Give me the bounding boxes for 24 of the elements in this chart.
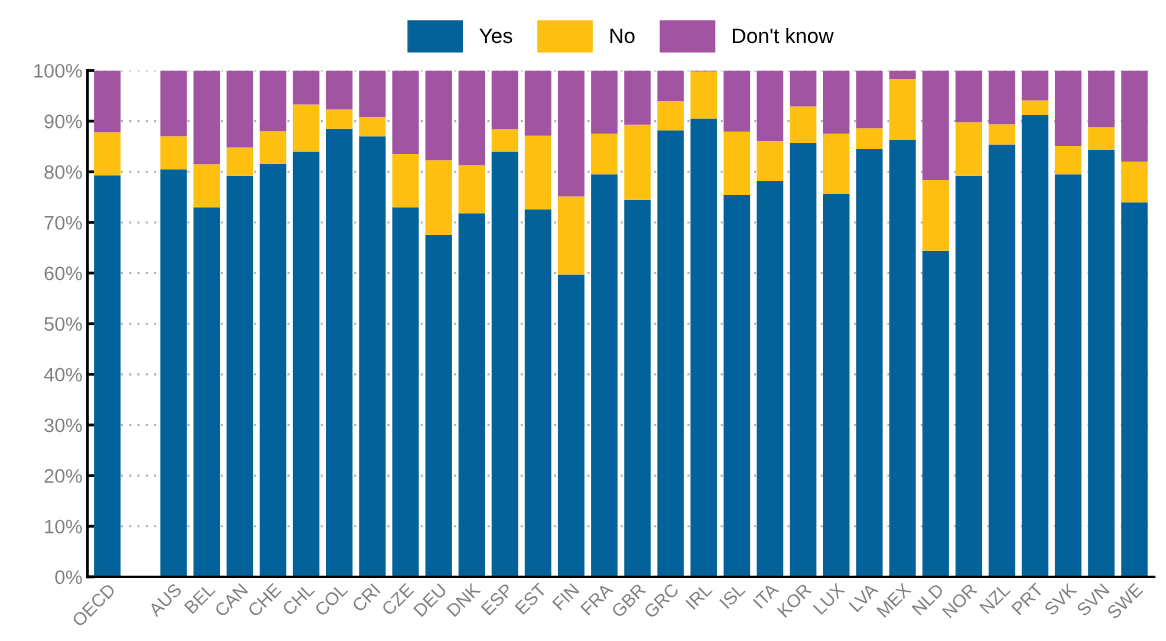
x-tick-label: CHL: [281, 582, 316, 617]
legend-label: Don't know: [732, 27, 834, 44]
y-tick-label: 70%: [44, 215, 82, 230]
y-tick-label: 60%: [44, 266, 82, 281]
x-tick-label: BEL: [184, 582, 216, 615]
y-tick-label: 100%: [34, 63, 82, 78]
y-tick-label: 10%: [45, 519, 82, 534]
y-tick-label: 90%: [44, 114, 82, 129]
y-tick-label: 0%: [55, 570, 82, 585]
y-tick-label: 40%: [44, 367, 82, 382]
x-tick-label: NZL: [979, 582, 1011, 615]
legend-label: No: [610, 28, 635, 44]
x-tick-label: ITA: [752, 582, 780, 609]
x-tick-label: ISL: [719, 582, 746, 610]
x-tick-label: FIN: [552, 583, 580, 611]
y-tick-label: 80%: [44, 165, 82, 180]
y-tick-label: 20%: [44, 469, 82, 483]
legend-label: Yes: [479, 28, 513, 44]
x-tick-label: IRL: [685, 582, 713, 610]
x-tick-label: CRI: [351, 583, 381, 613]
x-tick-label: COL: [314, 582, 349, 617]
y-tick-label: 50%: [44, 317, 82, 331]
y-tick-label: 30%: [44, 418, 82, 433]
x-tick-label: FRA: [580, 582, 614, 616]
